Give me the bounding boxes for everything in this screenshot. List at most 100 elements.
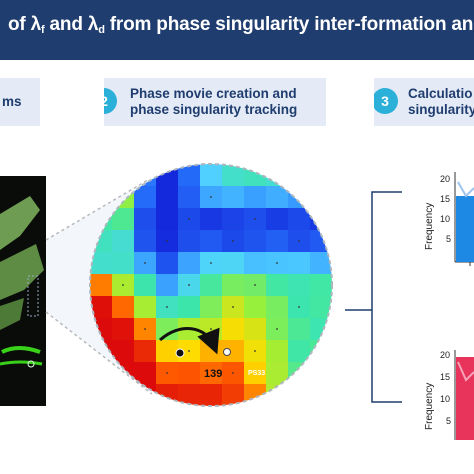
phase-cell — [332, 406, 355, 429]
phase-cell — [310, 340, 332, 363]
phase-cell — [200, 296, 223, 319]
step-2-line2: phase singularity tracking — [130, 102, 298, 117]
phase-cell — [178, 164, 201, 187]
chart-bottom-ylabel: Frequency — [424, 383, 435, 430]
step-3-line2: singularity — [408, 102, 474, 117]
phase-cell — [200, 406, 223, 429]
chart-bottom-tick-2: 10 — [440, 394, 450, 404]
lambda-f-symbol: λ — [30, 14, 42, 35]
phase-cell — [200, 164, 223, 187]
phase-cell — [200, 274, 223, 297]
phase-cell — [310, 274, 332, 297]
connector-bracket — [371, 191, 392, 403]
phase-grid-dot — [144, 328, 146, 330]
phase-grid-dot — [254, 284, 256, 286]
chart-bottom: Frequency 20 15 10 5 — [424, 350, 474, 440]
phase-cell — [156, 186, 179, 209]
phase-grid-dot — [210, 328, 212, 330]
chart-bottom-bar — [456, 357, 474, 440]
phase-cell — [310, 230, 332, 253]
phase-cell — [310, 406, 333, 429]
fiber-green-2 — [0, 360, 43, 366]
phase-cell — [288, 340, 311, 363]
tissue-shape-3 — [0, 298, 24, 330]
step-3-line1: Calculatio — [408, 86, 473, 101]
phase-cell — [178, 406, 201, 429]
phase-cell — [266, 340, 289, 363]
phase-cell — [222, 384, 245, 406]
phase-cell — [266, 186, 289, 209]
phase-grid-dot — [122, 284, 124, 286]
phase-cell — [178, 230, 201, 253]
phase-cell — [244, 252, 267, 275]
chart-top-fit-line — [457, 181, 474, 198]
phase-cell — [134, 230, 157, 253]
chart-top-tick-0: 20 — [440, 174, 450, 184]
phase-cell — [288, 186, 311, 209]
step-2-number: 2 — [104, 88, 117, 114]
banner-title: of λf and λd from phase singularity inte… — [8, 14, 474, 36]
phase-grid-dot — [232, 306, 234, 308]
zoom-line-bottom — [45, 311, 153, 395]
step-2-text: Phase movie creation and phase singularit… — [130, 86, 297, 118]
title-prefix: of — [8, 14, 31, 35]
phase-cell — [310, 186, 332, 209]
phase-cell — [134, 296, 157, 319]
chart-bottom-tick-3: 5 — [446, 416, 451, 426]
fiber-green-1 — [1, 346, 41, 354]
phase-cell — [90, 274, 113, 297]
phase-cell — [266, 230, 289, 253]
phase-cell — [288, 252, 311, 275]
phase-cell — [288, 208, 311, 231]
step-3-text: Calculatio singularity — [408, 86, 474, 118]
title-suffix: from phase singularity inter-formation a… — [104, 14, 474, 35]
phase-grid-dot — [188, 218, 190, 220]
phase-cell — [156, 406, 179, 429]
step-1-text: ms — [2, 94, 22, 109]
phase-cell — [134, 362, 157, 385]
phase-grid-dot — [232, 240, 234, 242]
phase-cell — [112, 230, 135, 253]
phase-cell — [244, 230, 267, 253]
phase-cell — [288, 164, 311, 187]
phase-cell — [222, 340, 245, 363]
phase-cell — [200, 230, 223, 253]
phase-cell — [332, 296, 355, 319]
title-banner: of λf and λd from phase singularity inte… — [0, 0, 474, 60]
phase-cell — [178, 186, 201, 209]
phase-cell — [134, 340, 157, 363]
phase-cell — [90, 362, 113, 385]
phase-grid-dot — [188, 350, 190, 352]
phase-cell — [332, 252, 355, 275]
phase-cell — [244, 362, 267, 385]
ps-trajectory-arrow — [158, 327, 220, 355]
phase-cell — [156, 164, 179, 187]
tissue-shape-1 — [0, 196, 40, 250]
ps-marker-small — [27, 360, 35, 368]
phase-cell — [222, 208, 245, 231]
phase-cell — [288, 274, 311, 297]
phase-cell — [112, 296, 135, 319]
zoom-source-box — [27, 275, 39, 317]
phase-cell — [156, 384, 179, 406]
chart-top-ylabel: Frequency — [424, 203, 435, 250]
phase-grid-dot — [166, 372, 168, 374]
phase-cell — [332, 384, 355, 407]
phase-cell — [134, 406, 157, 429]
phase-cell — [266, 406, 289, 429]
phase-cell — [266, 296, 289, 319]
phase-cell — [332, 274, 355, 297]
phase-cell — [112, 252, 135, 275]
phase-cell — [288, 318, 311, 341]
phase-cell — [332, 164, 355, 187]
phase-cell — [332, 362, 355, 385]
lambda-d-subscript: d — [98, 24, 105, 36]
phase-cell — [288, 406, 311, 429]
phase-cell — [244, 406, 267, 429]
ps-name-label: PS33 — [248, 370, 265, 377]
chart-top-tick-2: 10 — [440, 214, 450, 224]
phase-cell — [178, 362, 201, 385]
phase-cell — [222, 164, 245, 187]
phase-cell — [112, 164, 135, 187]
phase-cell — [244, 186, 267, 209]
